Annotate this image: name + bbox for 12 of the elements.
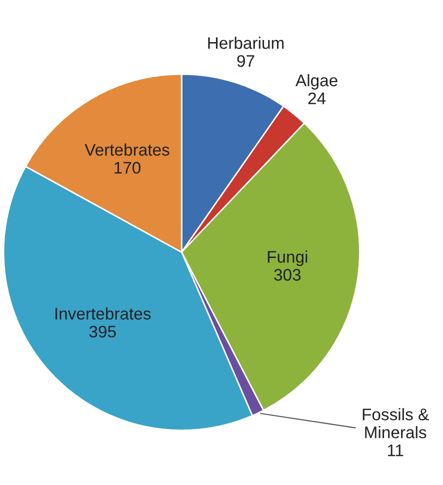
- data-label: 24: [308, 92, 326, 104]
- data-label: 303: [274, 268, 301, 281]
- slice-label: Vertebrates: [84, 143, 170, 156]
- data-label: 395: [89, 326, 116, 338]
- slice-label: Invertebrates: [56, 307, 151, 320]
- slice-label: Fungi: [268, 250, 308, 266]
- data-label: 170: [114, 162, 140, 174]
- slice-label: Fossils & Minerals: [362, 408, 429, 438]
- data-label: 97: [237, 55, 254, 67]
- data-label: 11: [388, 444, 404, 456]
- slice-label: Algae: [296, 74, 338, 90]
- slice-label: Herbarium: [208, 36, 284, 49]
